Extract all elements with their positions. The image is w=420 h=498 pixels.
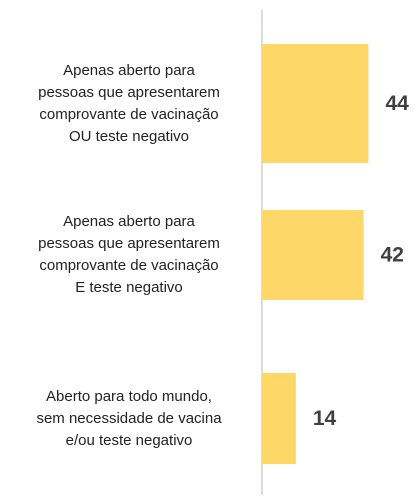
bar <box>262 210 364 300</box>
value-label: 14 <box>313 407 337 430</box>
value-label: 42 <box>381 244 404 267</box>
bar <box>262 44 369 163</box>
bar <box>262 373 296 464</box>
category-label: Apenas aberto para pessoas que apresenta… <box>38 213 220 296</box>
value-label: 44 <box>385 92 409 115</box>
category-label: Apenas aberto para pessoas que apresenta… <box>38 61 220 145</box>
category-label: Aberto para todo mundo, sem necessidade … <box>36 387 222 449</box>
